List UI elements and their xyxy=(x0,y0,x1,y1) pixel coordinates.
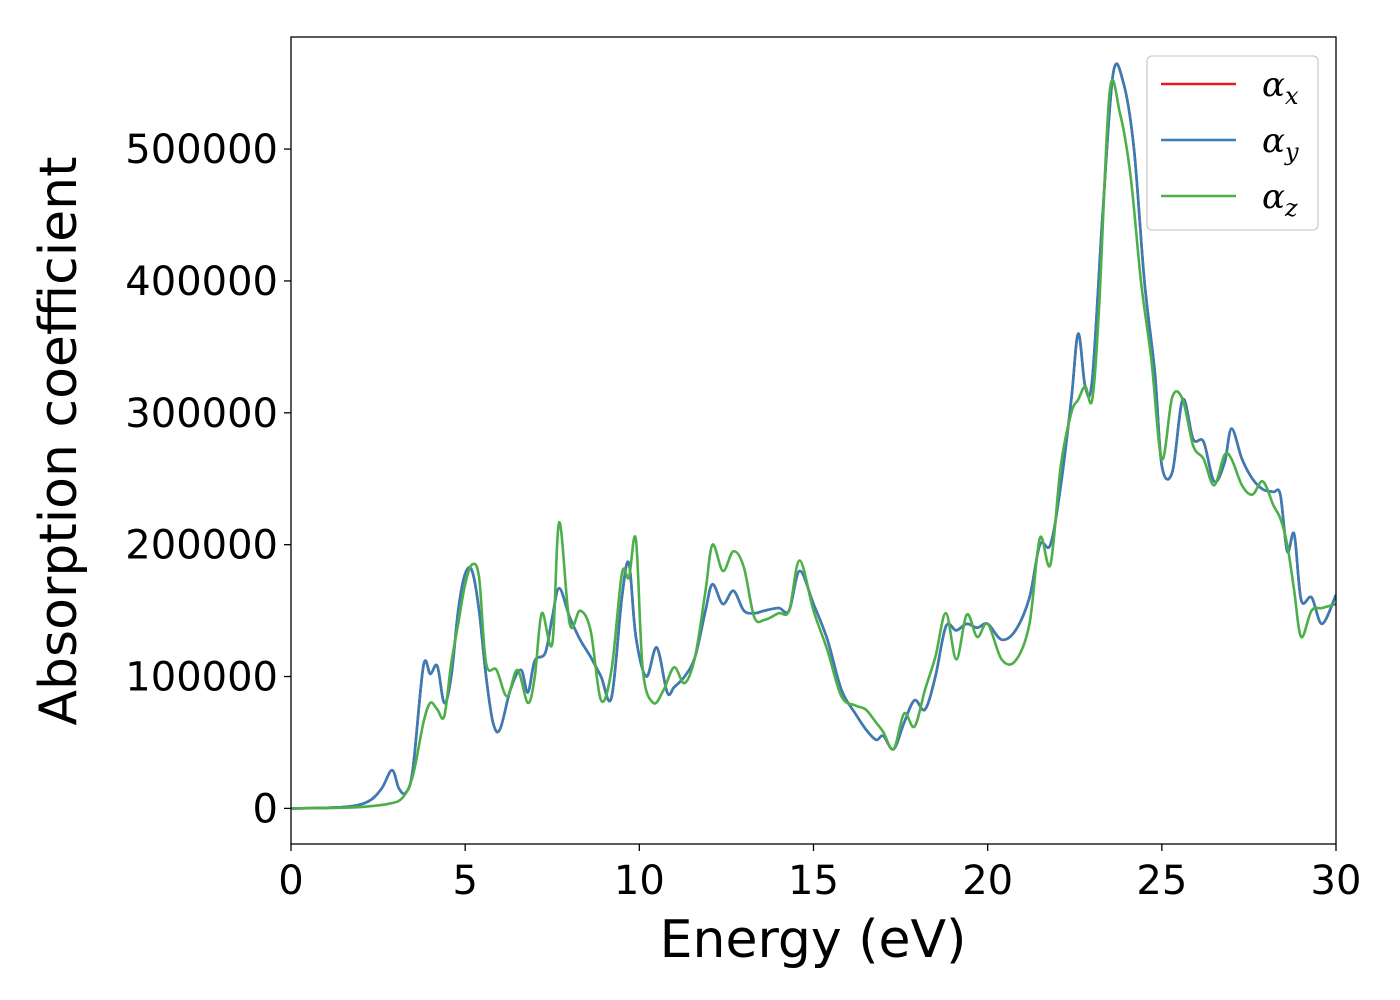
x-tick-label: 5 xyxy=(452,858,477,904)
series-line-2 xyxy=(291,62,1336,810)
y-tick-label: 300000 xyxy=(125,391,278,437)
x-tick-label: 15 xyxy=(788,858,839,904)
x-tick-label: 30 xyxy=(1311,858,1362,904)
legend-entry: αy xyxy=(1262,121,1299,166)
legend: αx αy αz xyxy=(1146,55,1319,231)
x-tick-label: 25 xyxy=(1136,858,1187,904)
x-tick-label: 20 xyxy=(962,858,1013,904)
y-tick-label: 200000 xyxy=(125,523,278,569)
series-layer xyxy=(291,62,1336,810)
y-tick-label: 500000 xyxy=(125,127,278,173)
y-tick-label: 100000 xyxy=(125,655,278,701)
series-line-3 xyxy=(291,78,1336,810)
x-tick-label: 0 xyxy=(278,858,303,904)
legend-entry: αx xyxy=(1262,65,1299,110)
y-axis: 0 100000 200000 300000 400000 500000 xyxy=(125,127,291,832)
y-axis-label: Absorption coefficient xyxy=(29,156,89,725)
x-axis: 0 5 10 15 20 25 30 xyxy=(278,844,1361,904)
legend-box xyxy=(1146,55,1319,231)
x-axis-label: Energy (eV) xyxy=(660,910,967,970)
y-tick-label: 0 xyxy=(253,786,278,832)
y-tick-label: 400000 xyxy=(125,259,278,305)
legend-entry: αz xyxy=(1262,177,1298,222)
x-tick-label: 10 xyxy=(614,858,665,904)
